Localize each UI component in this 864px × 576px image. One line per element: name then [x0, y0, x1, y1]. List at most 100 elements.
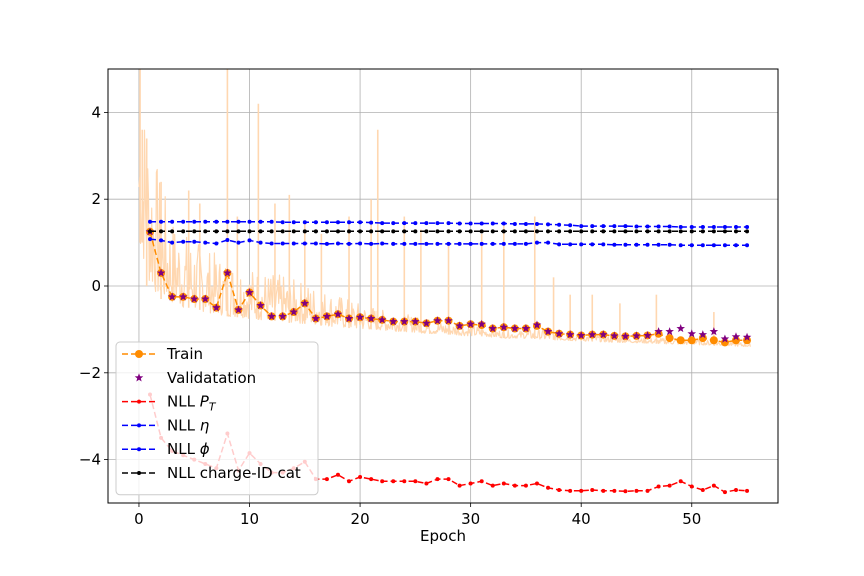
legend-entry-nll-phi: NLL ϕ	[122, 440, 210, 458]
series-validatation-point	[311, 314, 321, 323]
series-nll-eta-point	[159, 219, 164, 224]
series-nll-p-t-point	[380, 479, 385, 484]
series-nll-eta-point	[689, 224, 694, 229]
series-nll-phi-point	[612, 242, 617, 247]
series-nll-p-t-point	[512, 483, 517, 488]
series-nll-p-t-point	[534, 481, 539, 486]
series-validatation-point	[278, 311, 287, 321]
series-nll-phi-point	[236, 240, 241, 245]
series-validatation-point	[510, 324, 520, 333]
series-nll-charge-id-cat-point	[347, 229, 352, 234]
series-nll-charge-id-cat-point	[380, 229, 385, 234]
series-nll-p-t-point	[612, 488, 617, 493]
series-nll-p-t-point	[634, 488, 639, 493]
series-nll-p-t-point	[402, 479, 407, 484]
series-validatation-point	[156, 268, 166, 277]
series-nll-charge-id-cat-point	[590, 229, 595, 234]
series-nll-charge-id-cat-point	[413, 229, 418, 234]
series-validatation-point	[599, 330, 608, 339]
series-nll-eta-point	[402, 221, 407, 226]
series-validatation-point	[687, 329, 697, 338]
series-nll-phi-point	[568, 242, 573, 247]
series-nll-eta-point	[347, 220, 352, 225]
series-nll-charge-id-cat-point	[623, 229, 628, 234]
series-nll-phi-point	[468, 241, 473, 246]
legend-entry-nll-p-t: NLL PT	[122, 393, 217, 414]
series-nll-charge-id-cat	[148, 229, 750, 234]
series-nll-phi-point	[258, 240, 263, 245]
series-nll-phi-point	[579, 242, 584, 247]
series-nll-phi-point	[722, 243, 727, 248]
series-nll-eta-point	[413, 221, 418, 226]
series-nll-p-t-point	[523, 483, 528, 488]
series-validatation-point	[698, 330, 708, 339]
series-train-point	[743, 336, 752, 345]
series-validatation-point	[554, 329, 564, 338]
series-nll-charge-id-cat-point	[170, 229, 175, 234]
series-nll-charge-id-cat-point	[236, 229, 241, 234]
series-nll-charge-id-cat-point	[302, 229, 307, 234]
series-nll-charge-id-cat-point	[490, 229, 495, 234]
series-nll-charge-id-cat-point	[148, 229, 153, 234]
legend-label: Validatation	[167, 369, 256, 387]
series-nll-phi	[148, 237, 750, 248]
series-train-point	[676, 336, 685, 345]
series-nll-eta-point	[457, 221, 462, 226]
series-nll-p-t-point	[601, 488, 606, 493]
series-nll-charge-id-cat-point	[203, 229, 208, 234]
series-nll-eta-point	[148, 219, 153, 224]
series-nll-p-t-point	[324, 477, 329, 482]
series-nll-phi-point	[380, 241, 385, 246]
series-nll-p-t-point	[568, 488, 573, 493]
series-nll-eta-point	[424, 221, 429, 226]
series-validatation-point	[377, 315, 387, 324]
legend-marker-point	[137, 447, 141, 452]
series-nll-charge-id-cat-point	[313, 229, 318, 234]
series-validatation-point	[422, 318, 431, 327]
series-nll-eta-point	[523, 221, 528, 226]
series-nll-phi-point	[358, 241, 363, 246]
series-nll-phi-point	[391, 241, 396, 246]
series-nll-p-t-point	[479, 479, 484, 484]
batch-trace-line	[138, 129, 751, 347]
legend-marker-point	[137, 471, 141, 475]
series-nll-charge-id-cat-point	[700, 229, 705, 234]
legend: Train Validatation NLL PT NLL η NLL ϕ NLL cha…	[115, 341, 319, 496]
series-validatation-point	[709, 327, 719, 336]
series-nll-phi-point	[645, 242, 650, 247]
series-nll-eta-point	[446, 221, 451, 226]
series-nll-charge-id-cat-point	[435, 229, 440, 234]
series-validatation-point	[576, 330, 586, 340]
series-nll-phi-point	[601, 242, 606, 247]
series-nll-phi-point	[148, 237, 153, 242]
series-validatation-point	[731, 332, 741, 341]
series-nll-phi-point	[501, 241, 506, 246]
series-nll-p-t-point	[413, 479, 418, 484]
series-nll-eta-point	[170, 219, 175, 224]
x-tick-label: 20	[351, 510, 370, 528]
series-nll-p-t-point	[358, 474, 363, 479]
series-validatation-point	[565, 330, 575, 339]
series-nll-phi-point	[159, 238, 164, 243]
series-nll-eta-point	[700, 224, 705, 229]
series-validatation-point	[400, 317, 409, 326]
series-nll-charge-id-cat-point	[280, 229, 285, 234]
legend-label: NLL η	[167, 416, 210, 434]
series-nll-charge-id-cat-point	[424, 229, 429, 234]
series-nll-p-t-point	[347, 479, 352, 484]
series-validatation-point	[665, 327, 674, 336]
series-nll-p-t-point	[579, 488, 584, 493]
series-nll-p-t-point	[733, 487, 738, 492]
series-validatation-point	[167, 292, 177, 301]
series-nll-phi-point	[192, 239, 197, 244]
series-validatation-point	[654, 327, 663, 336]
series-nll-p-t-point	[446, 477, 451, 482]
series-nll-p-t-point	[623, 489, 628, 494]
series-nll-charge-id-cat-point	[258, 229, 263, 234]
series-nll-phi-point	[402, 241, 407, 246]
series-nll-phi-point	[324, 241, 329, 246]
series-nll-charge-id-cat-point	[247, 229, 252, 234]
series-nll-charge-id-cat-point	[634, 229, 639, 234]
series-nll-eta-point	[557, 222, 562, 227]
